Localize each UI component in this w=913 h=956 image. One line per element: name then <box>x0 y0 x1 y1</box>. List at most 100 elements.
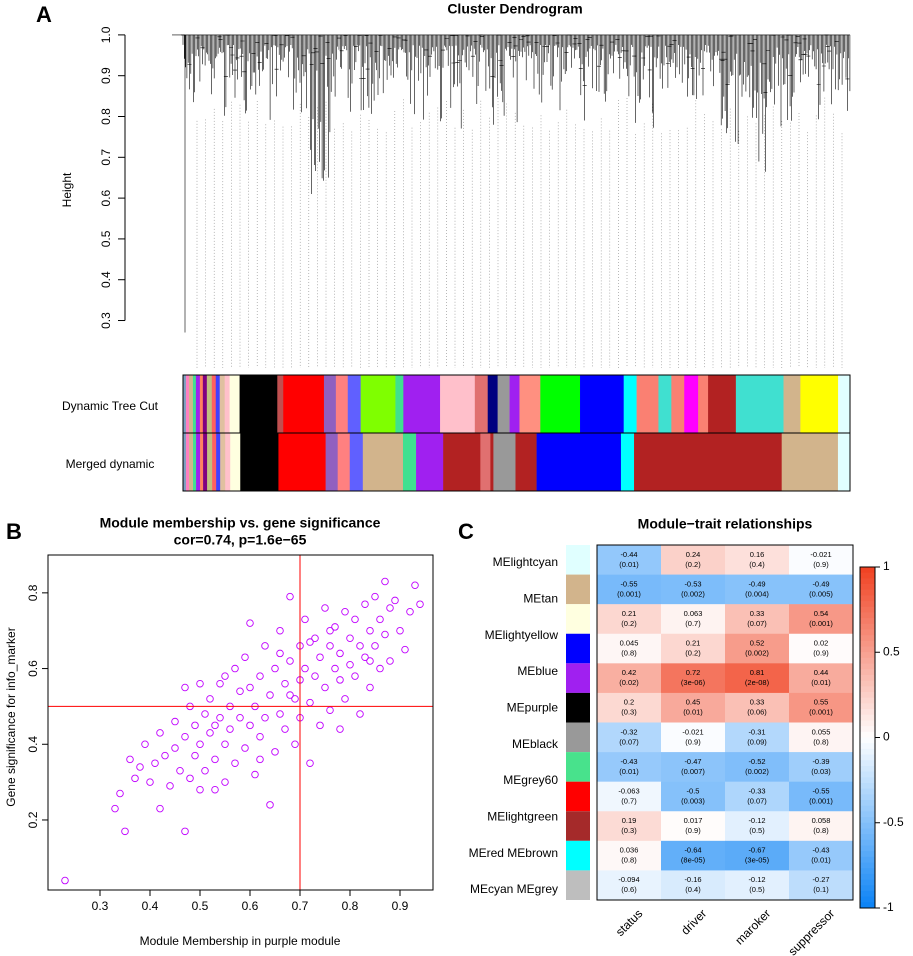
cell <box>725 574 790 605</box>
point <box>396 626 404 635</box>
point <box>361 600 369 608</box>
colorbar-slice <box>860 680 875 687</box>
cell-p-value: (0.8) <box>813 737 829 746</box>
colorbar-slice <box>860 765 875 772</box>
color-segment <box>199 375 204 433</box>
cell <box>661 692 726 723</box>
cell-value: -0.47 <box>684 757 701 766</box>
cell <box>725 663 790 694</box>
x-tick-label: 0.7 <box>292 899 309 913</box>
colorbar-slice <box>860 623 875 630</box>
point <box>336 725 344 733</box>
x-tick-label: 0.6 <box>242 899 259 913</box>
cell <box>597 840 662 871</box>
colorbar-slice <box>860 879 875 886</box>
color-segment <box>325 433 338 491</box>
colorbar-slice <box>860 652 875 659</box>
point <box>376 664 384 673</box>
cell-p-value: (3e-06) <box>681 678 706 687</box>
y-tick-label: 0.4 <box>26 736 40 753</box>
y-axis-label: Gene significance for info_marker <box>4 627 18 806</box>
point <box>276 710 284 718</box>
cell-value: 0.2 <box>624 698 634 707</box>
color-segment <box>487 375 498 433</box>
cell-p-value: (0.2) <box>685 560 701 569</box>
cell <box>597 604 662 635</box>
cell <box>789 574 854 605</box>
row-color <box>566 870 590 900</box>
point <box>186 774 194 783</box>
point <box>196 679 204 688</box>
cell-p-value: (0.01) <box>811 856 831 865</box>
dendrogram-leaves <box>196 97 843 368</box>
cell <box>789 781 854 812</box>
colorbar-tick-label: 0.5 <box>883 644 900 658</box>
point <box>381 630 389 639</box>
row-label: MEred MEbrown <box>469 846 558 860</box>
colorbar-slice <box>860 817 875 824</box>
cell-p-value: (0.7) <box>621 796 637 805</box>
color-segment <box>781 433 839 491</box>
point <box>351 615 359 624</box>
cell-value: -0.39 <box>812 757 829 766</box>
chart-title: Module membership vs. gene significance <box>100 515 381 531</box>
color-segment <box>203 433 208 491</box>
cell-value: -0.12 <box>748 875 765 884</box>
point <box>286 657 294 665</box>
point <box>191 751 199 760</box>
heatmap-frame <box>596 544 854 901</box>
cell <box>725 722 790 753</box>
cell <box>789 870 854 901</box>
row-label: MElightcyan <box>493 555 558 569</box>
point <box>216 679 224 688</box>
cell <box>661 633 726 664</box>
point <box>236 714 244 722</box>
cell <box>597 545 662 575</box>
color-segment <box>323 375 337 433</box>
colorbar-slice <box>860 851 875 858</box>
color-segment <box>188 375 194 433</box>
colorbar-tick-label: 0 <box>883 730 890 744</box>
cell <box>597 811 662 842</box>
cell <box>725 545 790 575</box>
plot-frame <box>47 554 434 891</box>
cell-value: 0.21 <box>622 609 637 618</box>
cell-value: 0.33 <box>750 609 765 618</box>
cell-value: -0.27 <box>812 875 829 884</box>
point <box>211 721 219 730</box>
point <box>331 664 339 673</box>
colorbar-slice <box>860 760 875 767</box>
cell <box>789 840 854 871</box>
cell <box>597 663 662 694</box>
point <box>341 608 349 616</box>
panel-label: B <box>6 519 22 544</box>
colorbar-slice <box>860 811 875 818</box>
x-tick-label: 0.4 <box>142 899 159 913</box>
color-row-label: Dynamic Tree Cut <box>62 399 159 413</box>
point <box>261 714 269 722</box>
cell <box>661 663 726 694</box>
color-segment <box>183 433 187 491</box>
color-segment <box>623 375 637 433</box>
color-segment <box>403 375 441 433</box>
cell-value: -0.063 <box>618 786 639 795</box>
colorbar-slice <box>860 782 875 790</box>
cell-value: -0.52 <box>748 757 765 766</box>
colorbar-slice <box>860 856 875 863</box>
color-segment <box>349 433 364 491</box>
point <box>196 785 204 794</box>
cell-p-value: (0.02) <box>619 678 639 687</box>
color-segment <box>337 433 351 491</box>
panel-label: C <box>458 519 474 544</box>
color-segment <box>536 433 622 491</box>
cell-value: -0.021 <box>682 727 703 736</box>
row-label: MElightgreen <box>487 810 558 824</box>
cell-value: 0.02 <box>814 639 829 648</box>
color-segment <box>200 433 204 491</box>
point <box>366 683 374 692</box>
point <box>386 657 394 665</box>
color-row-label: Merged dynamic <box>66 457 155 471</box>
point <box>281 679 289 688</box>
colorbar-slice <box>860 686 875 693</box>
point <box>241 744 249 752</box>
